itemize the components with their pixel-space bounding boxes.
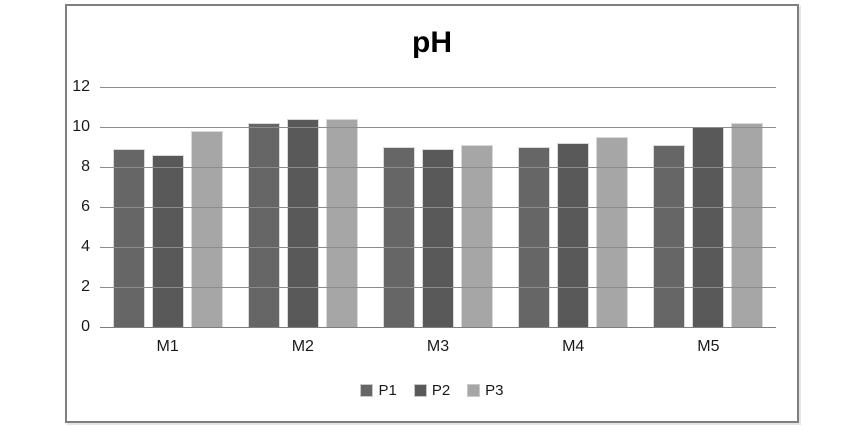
plot-area: M1 M2 M3 M4 M5 0 2 4 6 8 10 12 [72,79,776,355]
legend-swatch-p2 [413,384,427,397]
legend-label-p1: P1 [378,382,397,399]
x-axis-label-m1: M1 [156,338,179,355]
y-axis-tick-label-12: 12 [72,78,90,95]
bar-group-m4 [506,87,641,327]
gridline-6 [100,207,776,208]
bar-group-m2 [235,87,370,327]
x-axis-label-m5: M5 [697,338,720,355]
bar-p2-m3 [422,149,454,327]
x-axis-label-m4: M4 [562,338,585,355]
bar-p1-m4 [518,147,551,327]
bar-p1-m2 [247,123,280,327]
bar-p2-m4 [557,143,590,327]
x-axis-label-m2: M2 [291,338,314,355]
gridline-8 [100,167,776,169]
legend-label-p2: P2 [431,382,451,399]
gridline-12 [100,87,776,88]
x-axis-labels: M1 M2 M3 M4 M5 [100,338,776,356]
y-axis-tick-label-8: 8 [81,158,90,176]
bar-group-m3 [370,87,505,327]
bar-groups [100,87,776,327]
bar-p3-m3 [461,145,493,327]
bar-p3-m1 [190,131,223,327]
gridline-2 [100,287,776,289]
y-axis-tick-label-2: 2 [81,278,90,296]
y-axis-tick-label-6: 6 [81,198,90,215]
bar-p3-m5 [731,123,764,327]
legend-label-p3: P3 [485,382,504,399]
gridline-4 [100,247,776,249]
bar-p3-m4 [596,137,629,327]
legend-item-p2: P2 [413,382,451,399]
legend-swatch-p3 [467,384,481,397]
bar-p1-m3 [383,147,415,327]
legend-item-p3: P3 [467,382,504,399]
bar-p1-m5 [653,145,686,327]
gridline-10 [100,127,776,128]
bar-group-m5 [641,87,776,327]
bar-p3-m2 [325,119,358,327]
bar-group-m1 [100,87,235,327]
bar-p2-m5 [692,127,725,327]
legend-swatch-p1 [360,384,374,397]
bar-p2-m2 [286,119,319,327]
chart-frame: pH M1 M2 M3 M4 M5 0 2 4 6 8 10 12 P1 P2 P3 [65,4,799,423]
x-axis-label-m3: M3 [426,338,450,355]
y-axis-tick-label-0: 0 [81,318,90,335]
y-axis-tick-label-10: 10 [72,118,90,135]
legend-item-p1: P1 [360,382,397,399]
y-axis-tick-label-4: 4 [81,238,90,256]
bar-p2-m1 [151,155,184,327]
legend: P1 P2 P3 [67,383,797,398]
bar-p1-m1 [112,149,145,327]
chart-title: pH [412,26,452,59]
